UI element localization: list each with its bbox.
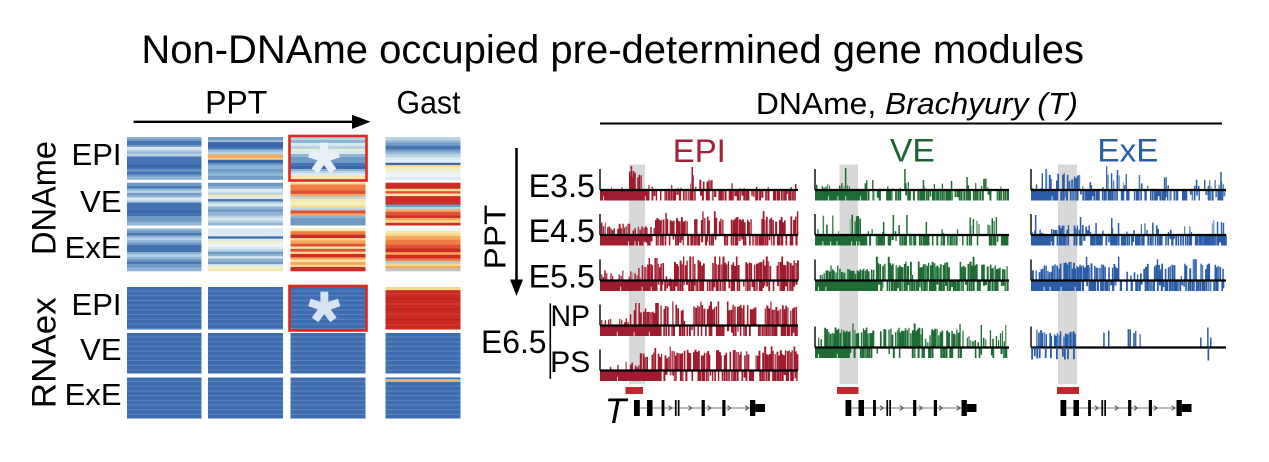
svg-text:EPI: EPI — [673, 133, 726, 169]
svg-text:E3.5: E3.5 — [529, 168, 595, 204]
svg-text:E5.5: E5.5 — [529, 259, 595, 295]
svg-text:DNAme: DNAme — [26, 141, 64, 255]
svg-text:NP: NP — [551, 300, 591, 333]
svg-text:EPI: EPI — [72, 137, 122, 172]
svg-text:DNAme, Brachyury (T): DNAme, Brachyury (T) — [756, 86, 1078, 121]
svg-text:ExE: ExE — [1097, 133, 1158, 169]
svg-text:Non-DNAme occupied pre-determi: Non-DNAme occupied pre-determined gene m… — [141, 28, 1084, 72]
svg-text:PPT: PPT — [477, 205, 512, 270]
svg-text:ExE: ExE — [65, 230, 122, 265]
svg-text:E6.5: E6.5 — [481, 324, 547, 360]
svg-text:T: T — [605, 392, 629, 431]
svg-text:PPT: PPT — [205, 84, 267, 120]
svg-text:VE: VE — [890, 133, 935, 169]
svg-text:VE: VE — [80, 332, 121, 367]
svg-text:Gast: Gast — [397, 84, 461, 120]
svg-text:EPI: EPI — [72, 287, 122, 322]
svg-text:E4.5: E4.5 — [529, 213, 595, 249]
svg-text:ExE: ExE — [65, 377, 122, 412]
svg-text:RNAex: RNAex — [26, 297, 64, 408]
svg-text:VE: VE — [80, 184, 121, 219]
svg-text:PS: PS — [550, 346, 590, 379]
